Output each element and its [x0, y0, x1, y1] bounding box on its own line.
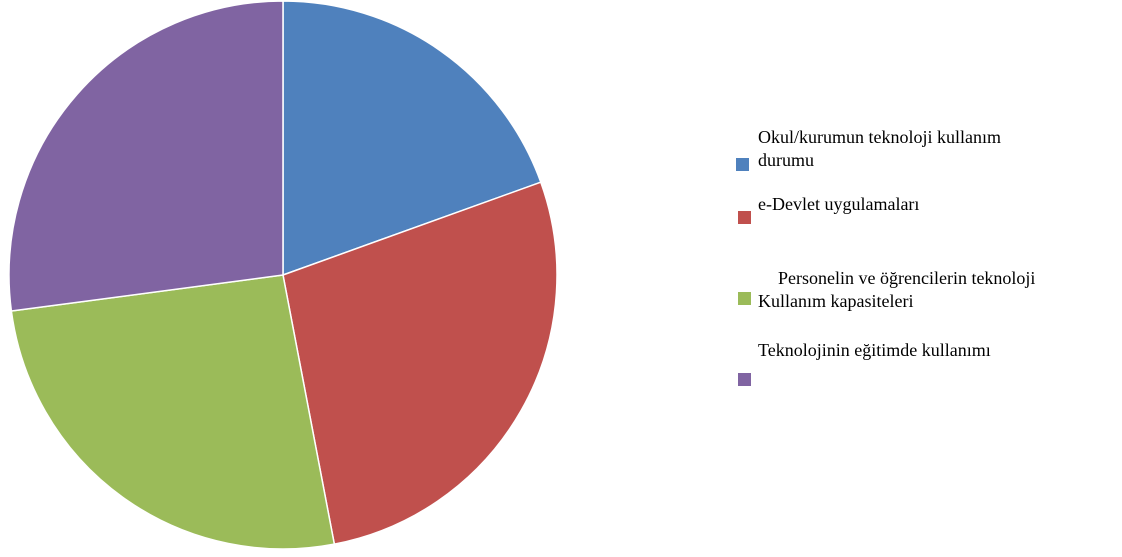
legend-label: Personelin ve öğrencilerin teknoloji Kull… — [758, 268, 1035, 311]
pie-slice — [282, 181, 558, 546]
pie-slice — [10, 274, 336, 550]
legend-marker — [736, 158, 749, 171]
pie-slice — [282, 0, 542, 277]
pie-slice — [8, 0, 284, 312]
legend-label: Teknolojinin eğitimde kullanımı — [758, 340, 991, 360]
legend-label: Okul/kurumun teknoloji kullanım durumu — [758, 127, 1001, 170]
legend-label: e-Devlet uygulamaları — [758, 194, 919, 214]
legend-marker — [738, 292, 751, 305]
legend-marker — [738, 373, 751, 386]
legend-marker — [738, 211, 751, 224]
